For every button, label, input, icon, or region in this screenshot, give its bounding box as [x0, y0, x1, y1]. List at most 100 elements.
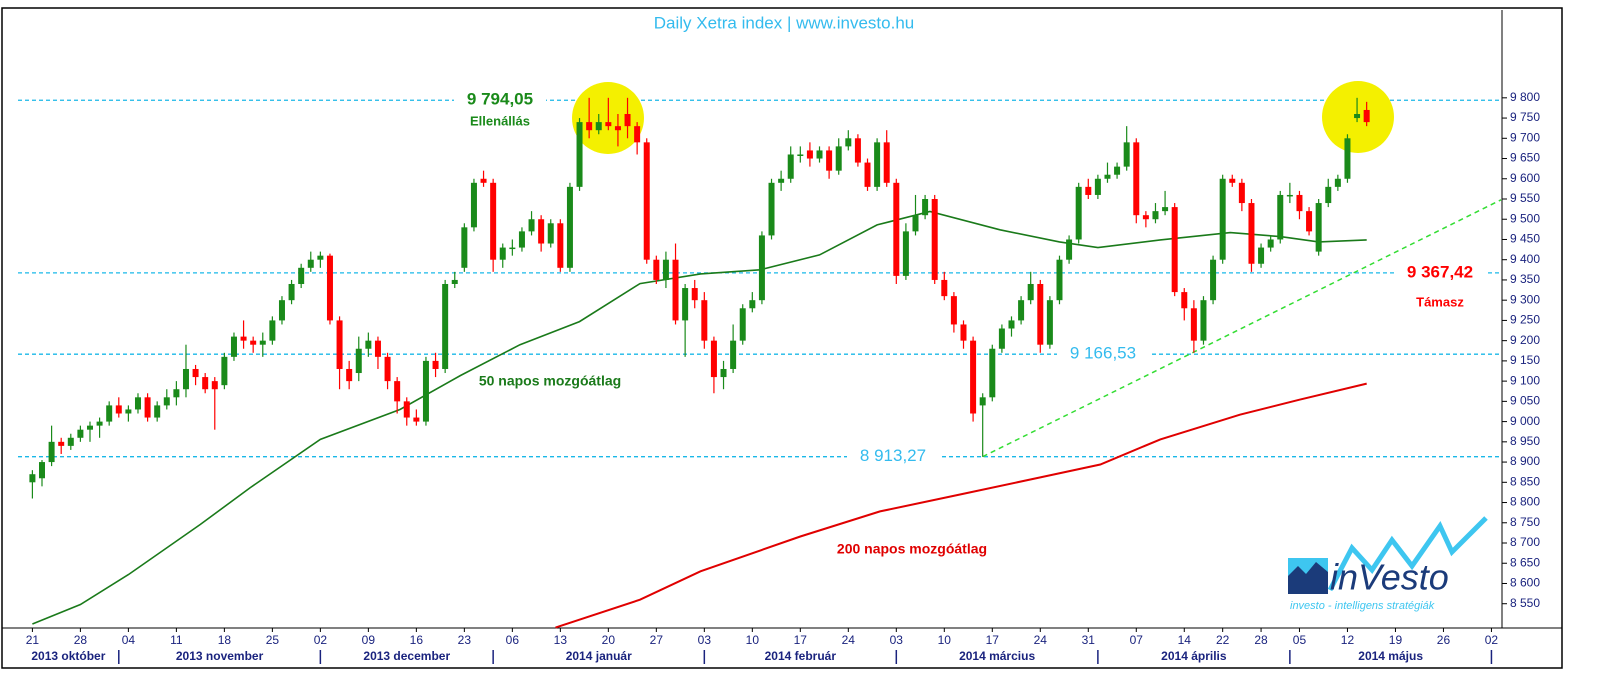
x-tick-label: 03: [890, 633, 904, 647]
candle-body: [182, 368, 189, 390]
candle-body: [374, 340, 381, 357]
candle-body: [154, 405, 161, 418]
x-tick-label: 07: [1130, 633, 1144, 647]
trend-line: [982, 199, 1502, 458]
candle-body: [1075, 186, 1082, 240]
candle-body: [490, 182, 497, 260]
candle-body: [259, 340, 266, 345]
candle-body: [422, 360, 429, 422]
candle-body: [355, 348, 362, 374]
candle-body: [605, 122, 612, 127]
level-label-bg: [1057, 344, 1149, 365]
candle-body: [528, 219, 535, 232]
candle-body: [1267, 239, 1274, 248]
candle-body: [1219, 178, 1226, 260]
x-tick-label: 13: [554, 633, 568, 647]
candle-body: [1008, 320, 1015, 329]
candle-body: [1229, 178, 1236, 183]
y-tick-label: 9 350: [1510, 272, 1540, 286]
candle-body: [192, 368, 199, 378]
candle-body: [614, 126, 621, 131]
candle-body: [538, 219, 545, 244]
chart-title: Daily Xetra index | www.investo.hu: [654, 13, 914, 32]
candle-body: [106, 405, 113, 422]
candle-body: [480, 178, 487, 183]
candle-body: [893, 182, 900, 276]
candle-body: [730, 340, 737, 369]
x-tick-label: 25: [266, 633, 280, 647]
y-tick-label: 9 000: [1510, 414, 1540, 428]
y-tick-label: 8 600: [1510, 576, 1540, 590]
candle-body: [470, 182, 477, 228]
candle-body: [1094, 178, 1101, 195]
candle-body: [566, 186, 573, 268]
candle-body: [221, 356, 228, 386]
candle-body: [1142, 215, 1149, 220]
candle-body: [1248, 203, 1255, 264]
candle-body: [115, 405, 122, 414]
candle-body: [451, 279, 458, 284]
level-label: 9 166,53: [1070, 344, 1136, 363]
candle-body: [269, 320, 276, 341]
candle-body: [499, 247, 506, 260]
level-label-bg: [1394, 262, 1486, 283]
month-label: 2014 március: [959, 649, 1035, 663]
y-tick-label: 9 200: [1510, 333, 1540, 347]
y-tick-label: 9 100: [1510, 373, 1540, 387]
candle-body: [288, 283, 295, 301]
y-tick-label: 9 150: [1510, 353, 1540, 367]
candle-body: [230, 336, 237, 357]
candle-body: [826, 150, 833, 171]
candle-body: [643, 142, 650, 260]
candle-body: [134, 397, 141, 410]
y-tick-label: 8 850: [1510, 474, 1540, 488]
candle-body: [1315, 203, 1322, 252]
candle-body: [1258, 247, 1265, 264]
candle-body: [845, 138, 852, 147]
candle-body: [835, 146, 842, 171]
candle-body: [634, 126, 641, 143]
x-tick-label: 19: [1389, 633, 1403, 647]
logo-sky: [1288, 558, 1328, 576]
x-tick-label: 17: [794, 633, 808, 647]
logo: inVesto investo - intelligens stratégiák: [1288, 516, 1488, 612]
x-tick-label: 26: [1437, 633, 1451, 647]
candle-body: [1152, 211, 1159, 220]
x-tick-label: 12: [1341, 633, 1355, 647]
candle-body: [67, 437, 74, 446]
candle-body: [1066, 239, 1073, 260]
y-tick-label: 8 550: [1510, 596, 1540, 610]
candle-body: [48, 441, 55, 463]
candle-body: [576, 122, 583, 187]
candle-body: [125, 409, 132, 414]
month-label: 2013 október: [31, 649, 105, 663]
candle-body: [950, 296, 957, 325]
candle-body: [682, 288, 689, 321]
candle-body: [317, 255, 324, 260]
candle-body: [749, 300, 756, 309]
level-caption: Támasz: [1416, 294, 1464, 309]
candle-body: [202, 377, 209, 390]
candle-body: [336, 320, 343, 369]
candle-body: [806, 150, 813, 159]
candle-body: [595, 122, 602, 131]
candle-body: [691, 288, 698, 301]
y-tick-label: 9 700: [1510, 130, 1540, 144]
level-caption: Ellenállás: [470, 114, 530, 129]
candle-body: [1085, 186, 1092, 195]
x-tick-label: 21: [26, 633, 40, 647]
level-label-bg: [454, 90, 546, 111]
y-tick-label: 8 800: [1510, 495, 1540, 509]
candle-body: [710, 340, 717, 378]
candle-body: [1181, 292, 1188, 309]
candle-body: [1344, 138, 1351, 179]
candle-body: [758, 235, 765, 301]
candle-body: [1133, 142, 1140, 216]
month-label: 2014 január: [566, 649, 632, 663]
x-tick-label: 11: [170, 633, 183, 647]
level-label: 9 794,05: [467, 90, 533, 109]
candle-body: [38, 462, 45, 479]
candle-body: [173, 389, 180, 398]
candle-body: [816, 150, 823, 159]
candle-body: [58, 441, 65, 446]
